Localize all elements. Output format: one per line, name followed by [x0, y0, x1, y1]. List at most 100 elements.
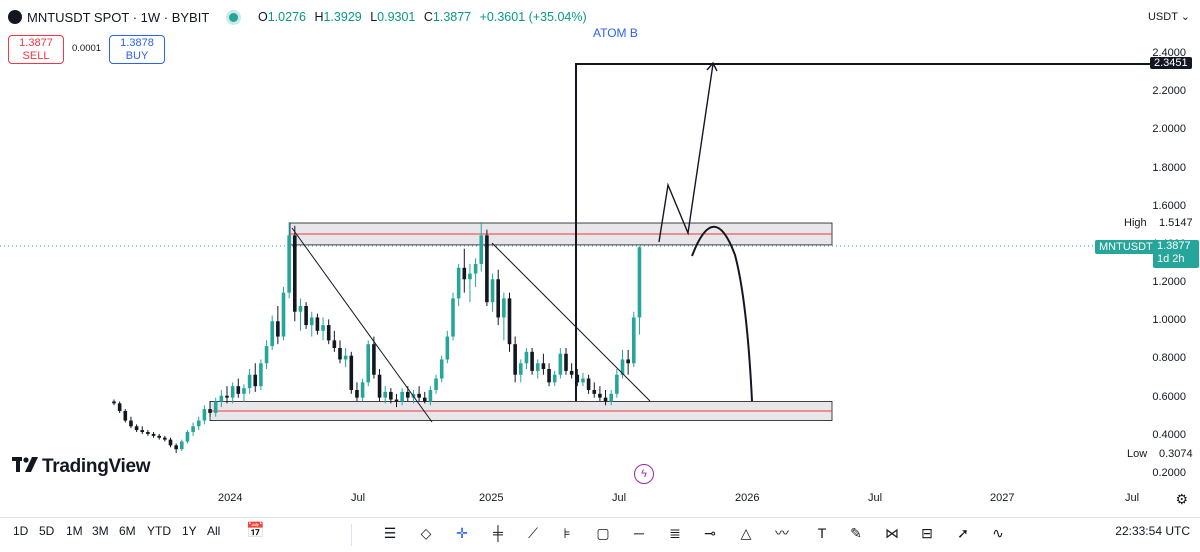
- candle: [293, 225, 297, 322]
- ray-tool-icon[interactable]: ⊸: [704, 525, 716, 541]
- price-tick-label: 0.8000: [1152, 352, 1186, 365]
- candle: [230, 382, 235, 404]
- currency-selector[interactable]: USDT ⌄: [1148, 10, 1190, 23]
- candle-body: [185, 432, 190, 442]
- trendline-2[interactable]: [491, 242, 651, 402]
- candle: [366, 340, 371, 387]
- candle-body: [558, 353, 563, 375]
- sell-button[interactable]: 1.3877 SELL: [8, 35, 64, 64]
- zones-layer: [209, 222, 833, 421]
- pattern-tool-icon[interactable]: ⋈: [885, 525, 899, 541]
- range-button-3m[interactable]: 3M: [92, 524, 109, 538]
- candle-body: [519, 363, 523, 375]
- drawings-layer[interactable]: [291, 61, 1150, 423]
- time-tick-label: 2026: [735, 492, 760, 504]
- flash-event-icon[interactable]: ϟ: [634, 464, 654, 484]
- shape-tool-icon[interactable]: ◇: [420, 525, 432, 541]
- trendline-tool-icon[interactable]: ⟋: [528, 525, 538, 541]
- tradingview-wordmark: TradingView: [42, 456, 151, 477]
- range-button-ytd[interactable]: YTD: [147, 524, 171, 538]
- candle-body: [603, 397, 608, 402]
- candle-body: [496, 279, 500, 318]
- candle-body: [242, 388, 246, 394]
- range-button-6m[interactable]: 6M: [119, 524, 136, 538]
- candle: [417, 386, 421, 402]
- range-button-5d[interactable]: 5D: [39, 524, 55, 538]
- triangle-tool-icon[interactable]: △: [740, 525, 752, 541]
- candle-body: [530, 351, 534, 371]
- clock-display[interactable]: 22:33:54 UTC: [1115, 524, 1190, 538]
- candle: [394, 393, 399, 408]
- candle-body: [394, 399, 399, 402]
- rectangle-tool-icon[interactable]: ▢: [596, 525, 610, 541]
- fib-tool-icon[interactable]: ⊧: [563, 525, 571, 541]
- candle: [196, 416, 201, 431]
- candle: [496, 269, 500, 326]
- candle: [586, 374, 591, 394]
- range-button-1d[interactable]: 1D: [13, 524, 29, 538]
- candle-body: [157, 435, 161, 438]
- candle-body: [592, 390, 597, 394]
- target-path-line[interactable]: [575, 63, 1150, 401]
- candle: [552, 370, 557, 387]
- market-status-icon[interactable]: [229, 13, 238, 22]
- candle: [598, 386, 602, 402]
- open-value: 1.0276: [267, 10, 306, 24]
- calendar-icon[interactable]: 📅: [246, 522, 265, 539]
- candle: [609, 390, 613, 406]
- bottom-toolbar: [0, 517, 1200, 552]
- chart-annotation-text[interactable]: ATOM B: [593, 26, 638, 40]
- text-tool-icon[interactable]: T: [817, 525, 827, 541]
- candle: [485, 229, 489, 306]
- candle-body: [343, 355, 348, 360]
- candle: [191, 422, 195, 436]
- candle-body: [389, 391, 393, 400]
- channel-tool-icon[interactable]: ≣: [669, 525, 681, 541]
- symbol-title[interactable]: MNTUSDT SPOT · 1W · BYBIT: [27, 10, 210, 25]
- candle-body: [253, 374, 258, 387]
- horizontal-line-icon[interactable]: ─: [634, 525, 644, 541]
- path-tool-icon[interactable]: 〰: [775, 525, 789, 541]
- projection-zigzag[interactable]: [658, 63, 714, 243]
- gear-icon[interactable]: ⚙: [1175, 491, 1188, 507]
- range-button-1m[interactable]: 1M: [66, 524, 83, 538]
- pin-tool-icon[interactable]: ╪: [493, 525, 503, 541]
- candle: [123, 409, 128, 423]
- candle-body: [281, 292, 286, 337]
- candle-body: [541, 363, 546, 369]
- candle: [287, 222, 291, 299]
- lines-tool-icon[interactable]: ☰: [383, 525, 397, 541]
- brush-tool-icon[interactable]: ✎: [850, 525, 862, 541]
- trendline-1[interactable]: [291, 227, 433, 423]
- time-tick-label: Jul: [868, 492, 883, 504]
- long-position-icon[interactable]: ⊟: [921, 525, 933, 541]
- target-price-tag: 2.3451: [1150, 57, 1192, 69]
- projected-arc[interactable]: [691, 225, 753, 402]
- curve-tool-icon[interactable]: ∿: [992, 525, 1004, 541]
- arrow-tool-icon[interactable]: ➚: [957, 525, 969, 541]
- currency-label: USDT: [1147, 11, 1178, 23]
- candle-body: [620, 359, 625, 375]
- candle: [462, 248, 467, 293]
- range-button-1y[interactable]: 1Y: [182, 524, 197, 538]
- candle-body: [598, 393, 602, 398]
- crosshair-icon[interactable]: ✛: [456, 525, 468, 541]
- current-price-value: 1.3877: [1157, 240, 1191, 252]
- candle: [377, 369, 382, 402]
- price-tick-label: 1.2000: [1152, 276, 1186, 289]
- price-chart-canvas[interactable]: [0, 0, 1150, 487]
- candle-body: [456, 267, 461, 299]
- candle: [180, 439, 184, 452]
- candle-body: [349, 355, 354, 390]
- candle: [502, 292, 506, 341]
- candle: [163, 435, 167, 442]
- candle: [157, 433, 161, 440]
- price-tick-label: 1.8000: [1152, 161, 1186, 174]
- candle: [626, 349, 630, 375]
- chevron-down-icon: ⌄: [1180, 11, 1190, 23]
- candle-body: [326, 325, 331, 341]
- candle: [456, 264, 461, 306]
- candle-body: [276, 321, 280, 337]
- buy-button[interactable]: 1.3878 BUY: [109, 35, 165, 64]
- range-button-all[interactable]: All: [207, 524, 221, 538]
